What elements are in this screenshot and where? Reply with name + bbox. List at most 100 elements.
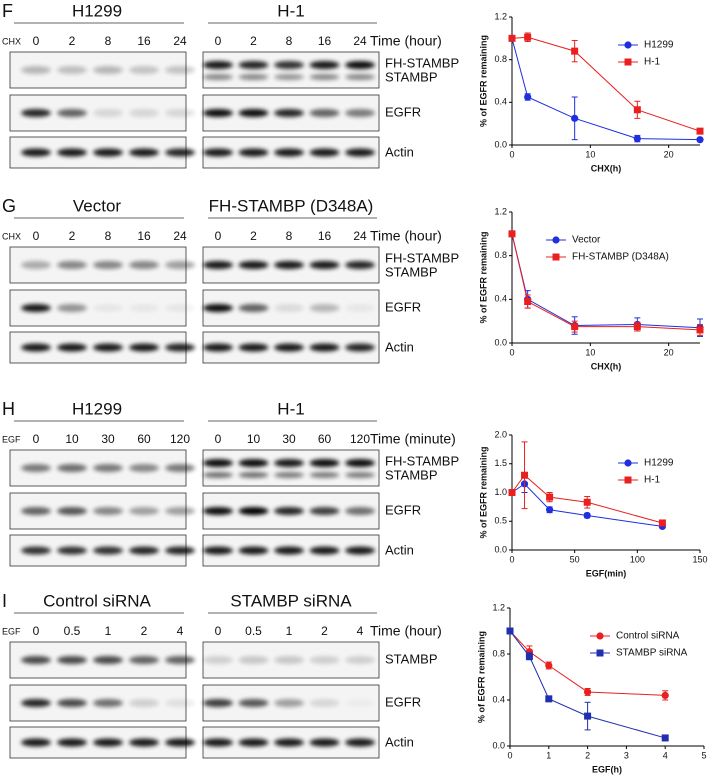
blot-band [203, 61, 233, 69]
marker [633, 135, 641, 143]
marker [545, 695, 553, 703]
blot-band [93, 304, 123, 312]
y-axis-label: % of EGFR remaining [478, 231, 488, 323]
blot-band [21, 699, 51, 707]
marker [571, 323, 579, 331]
blot-band [129, 261, 159, 269]
blot-band [345, 699, 375, 707]
marker [633, 323, 641, 331]
blot-band [203, 459, 233, 467]
blot-band [309, 546, 340, 555]
blot-band [165, 109, 195, 117]
blot-band [21, 507, 51, 515]
blot-band [203, 472, 233, 478]
treatment-label: EGF [2, 434, 21, 444]
x-tick-label: 20 [664, 149, 674, 159]
time-label: 10 [65, 432, 79, 446]
panel-letter: H [2, 399, 15, 419]
blot-band [345, 738, 375, 747]
time-label: 0 [215, 229, 222, 243]
group-title: Vector [73, 196, 122, 215]
marker [583, 498, 591, 506]
blot-band [203, 546, 233, 555]
blot-band [21, 656, 51, 664]
blot-frame [202, 449, 380, 487]
marker [525, 652, 533, 660]
y-tick-label: 0.8 [494, 54, 507, 64]
blot-band [93, 699, 123, 707]
blot-band [238, 507, 269, 515]
blot-band [203, 738, 233, 747]
time-label: 24 [173, 34, 187, 48]
blot-band [165, 66, 195, 74]
blot-band [129, 738, 159, 747]
blot-band [309, 507, 340, 515]
blot-band [345, 472, 375, 478]
blot-band [345, 507, 375, 515]
band-label: Actin [385, 144, 414, 159]
time-unit: Time (hour) [370, 228, 442, 244]
blot-band [93, 546, 123, 555]
blot-band [203, 148, 233, 157]
time-label: 60 [318, 432, 332, 446]
y-tick-label: 1.0 [494, 487, 507, 497]
band-label: Actin [385, 542, 414, 557]
blot-band [93, 109, 123, 117]
x-axis-label: CHX(h) [591, 163, 622, 173]
blot-band [274, 61, 304, 69]
blot-band [274, 738, 304, 747]
marker [624, 476, 632, 484]
band-label: STAMBP [385, 69, 438, 84]
blot-band [165, 507, 195, 515]
blot-band [93, 148, 123, 157]
panel-letter: G [2, 196, 16, 216]
group-title: H1299 [72, 1, 122, 20]
treatment-label: CHX [2, 36, 21, 46]
blot-band [203, 507, 233, 515]
blot-band [203, 343, 233, 352]
y-axis-label: % of EGFR remaining [478, 446, 488, 538]
blot-band [129, 109, 159, 117]
time-label: 2 [69, 34, 76, 48]
band-label: EGFR [385, 694, 421, 709]
marker [696, 127, 704, 135]
blot-band [274, 109, 304, 117]
band-label: EGFR [385, 502, 421, 517]
band-label: FH-STAMBP [385, 453, 459, 468]
blot-band [57, 507, 87, 515]
band-label: STAMBP [385, 467, 438, 482]
marker [661, 691, 669, 700]
time-label: 2 [321, 624, 328, 638]
legend-label: H1299 [644, 40, 674, 51]
time-label: 24 [173, 229, 187, 243]
marker [571, 47, 579, 55]
y-tick-label: 1.2 [494, 206, 507, 216]
blot-band [93, 464, 123, 472]
blot-band [345, 459, 375, 467]
series-line [511, 233, 701, 331]
time-label: 24 [353, 229, 367, 243]
time-label: 4 [357, 624, 364, 638]
blot-band [129, 546, 159, 555]
treatment-label: CHX [2, 231, 21, 241]
x-tick-label: 1 [546, 750, 551, 760]
blot-band [274, 148, 304, 157]
blot-band [238, 343, 269, 352]
blot-band [21, 261, 51, 269]
blot-band [21, 343, 51, 352]
time-label: 2 [69, 229, 76, 243]
group-title: STAMBP siRNA [230, 591, 352, 610]
time-label: 0 [215, 432, 222, 446]
x-tick-label: 0 [509, 149, 514, 159]
blot-band [57, 546, 87, 555]
time-label: 0 [33, 229, 40, 243]
time-label: 30 [101, 432, 115, 446]
blot-band [309, 699, 340, 707]
blot-band [57, 464, 87, 472]
marker [546, 493, 554, 501]
series-line [511, 38, 701, 141]
series-line [511, 233, 701, 329]
marker [583, 511, 591, 520]
blot-band [165, 546, 195, 555]
blot-band [57, 304, 87, 312]
